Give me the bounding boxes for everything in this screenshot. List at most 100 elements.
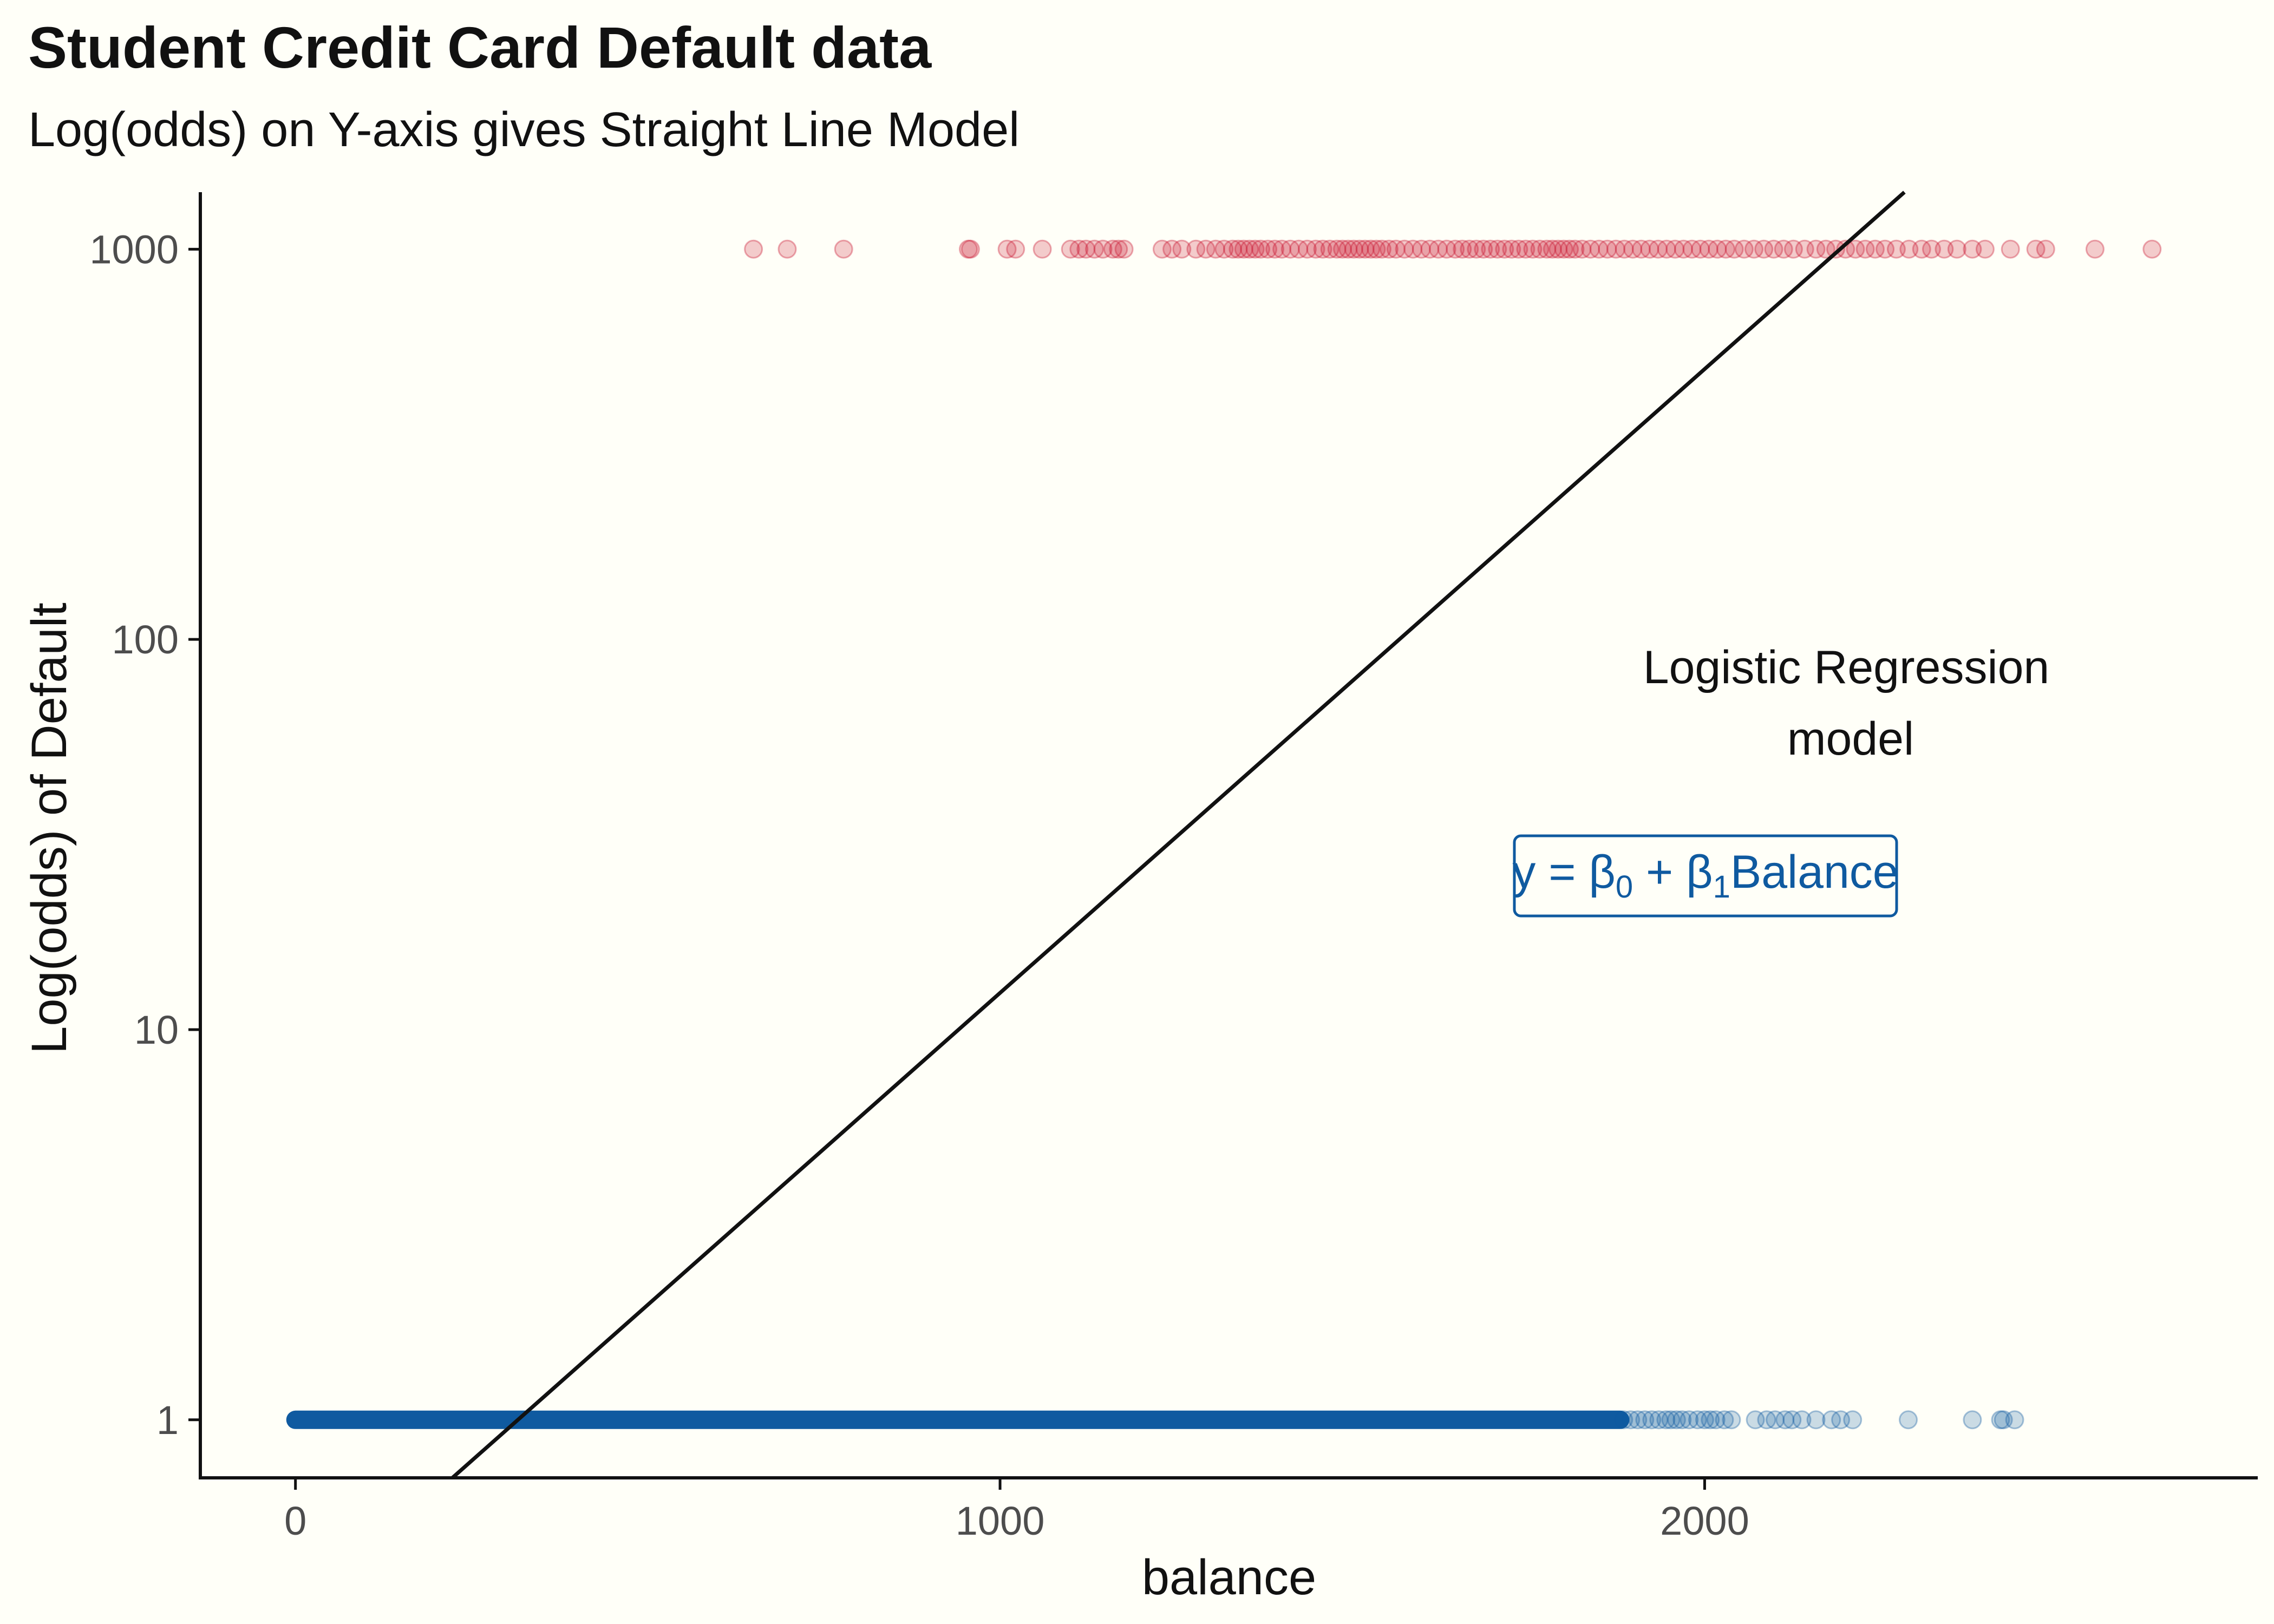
data-point	[1289, 239, 1309, 259]
series-default-points	[744, 239, 2162, 259]
data-point	[1367, 239, 1386, 259]
data-point	[2142, 239, 2162, 259]
data-point	[1572, 239, 1592, 259]
data-point	[1196, 239, 1216, 259]
data-point	[1657, 239, 1676, 259]
x-axis-title: balance	[1142, 1550, 1316, 1605]
data-point	[1245, 239, 1265, 259]
y-tick-label: 10	[134, 1007, 179, 1052]
data-point	[1656, 1410, 1676, 1430]
data-point	[1565, 239, 1585, 259]
data-point	[1372, 239, 1391, 259]
data-point	[1560, 239, 1579, 259]
data-point	[1843, 1410, 1863, 1430]
data-point	[1795, 239, 1814, 259]
y-axis-ticks: 1 10 100 1000	[89, 227, 200, 1443]
data-point	[1006, 239, 1025, 259]
data-point	[834, 239, 853, 259]
data-point	[959, 239, 978, 259]
data-point	[1816, 239, 1835, 259]
data-point	[1865, 239, 1885, 259]
data-point	[1467, 239, 1486, 259]
data-point	[1109, 239, 1128, 259]
data-point	[1548, 239, 1568, 259]
data-point	[1320, 239, 1339, 259]
data-point	[1386, 239, 1406, 259]
data-point	[1412, 239, 1431, 259]
data-point	[1474, 239, 1493, 259]
data-point	[997, 239, 1017, 259]
data-point	[1846, 239, 1865, 259]
data-point	[1806, 1410, 1826, 1430]
model-note-line-2: model	[1787, 713, 1914, 765]
data-point	[1682, 239, 1702, 259]
data-point	[960, 239, 980, 259]
data-point	[2085, 239, 2105, 259]
data-point	[1537, 239, 1557, 259]
y-tick-label: 1000	[89, 227, 179, 272]
data-point	[1975, 239, 1995, 259]
data-point	[1661, 1410, 1681, 1430]
data-point	[1757, 1410, 1776, 1430]
data-point	[1460, 239, 1479, 259]
chart-title: Student Credit Card Default data	[28, 15, 932, 80]
data-point	[1782, 1410, 1802, 1430]
data-point	[1623, 239, 1643, 259]
data-point	[1691, 239, 1710, 259]
data-point	[1764, 239, 1783, 259]
data-point	[1223, 239, 1242, 259]
data-point	[1642, 1410, 1662, 1430]
data-point	[1935, 239, 1954, 259]
x-axis-ticks: 0 1000 2000	[284, 1478, 1749, 1543]
data-point	[1488, 239, 1507, 259]
data-point	[1446, 239, 1465, 259]
data-point	[1708, 239, 1727, 259]
data-point	[1114, 239, 1134, 259]
data-point	[1265, 239, 1285, 259]
data-point	[1361, 239, 1381, 259]
data-point	[1783, 239, 1803, 259]
data-point	[2005, 1410, 2024, 1430]
y-axis-title: Log(odds) of Default	[22, 603, 77, 1054]
data-point	[1991, 1410, 2010, 1430]
data-point	[1701, 1410, 1720, 1430]
data-point	[1806, 239, 1826, 259]
data-point	[1395, 239, 1414, 259]
data-point	[1355, 239, 1375, 259]
data-point	[1298, 239, 1317, 259]
data-point	[1680, 1410, 1699, 1430]
data-point	[1554, 239, 1573, 259]
data-point	[1672, 1410, 1692, 1430]
data-point	[2001, 239, 2020, 259]
data-point	[1272, 239, 1292, 259]
data-point	[1822, 1410, 1841, 1430]
data-point	[777, 239, 797, 259]
data-point	[1695, 1410, 1714, 1430]
data-point	[1453, 239, 1472, 259]
data-point	[1313, 239, 1332, 259]
data-point	[1699, 239, 1718, 259]
data-point	[1994, 1410, 2013, 1430]
data-point	[2036, 239, 2055, 259]
data-point	[1437, 239, 1456, 259]
data-point	[1234, 239, 1253, 259]
data-point	[1338, 239, 1358, 259]
data-point	[1947, 239, 1966, 259]
data-point	[1509, 239, 1528, 259]
data-point	[1033, 239, 1052, 259]
data-point	[1152, 239, 1172, 259]
data-point	[1886, 239, 1906, 259]
data-point	[1722, 1410, 1741, 1430]
data-point	[1606, 239, 1625, 259]
data-point	[1963, 239, 1982, 259]
equation-box	[1513, 834, 1898, 918]
data-point	[1963, 1410, 1982, 1430]
data-point	[1614, 1410, 1633, 1430]
data-point	[1631, 239, 1651, 259]
data-point	[1826, 239, 1845, 259]
data-point	[1649, 239, 1668, 259]
data-point	[1792, 1410, 1812, 1430]
data-point	[1665, 239, 1685, 259]
